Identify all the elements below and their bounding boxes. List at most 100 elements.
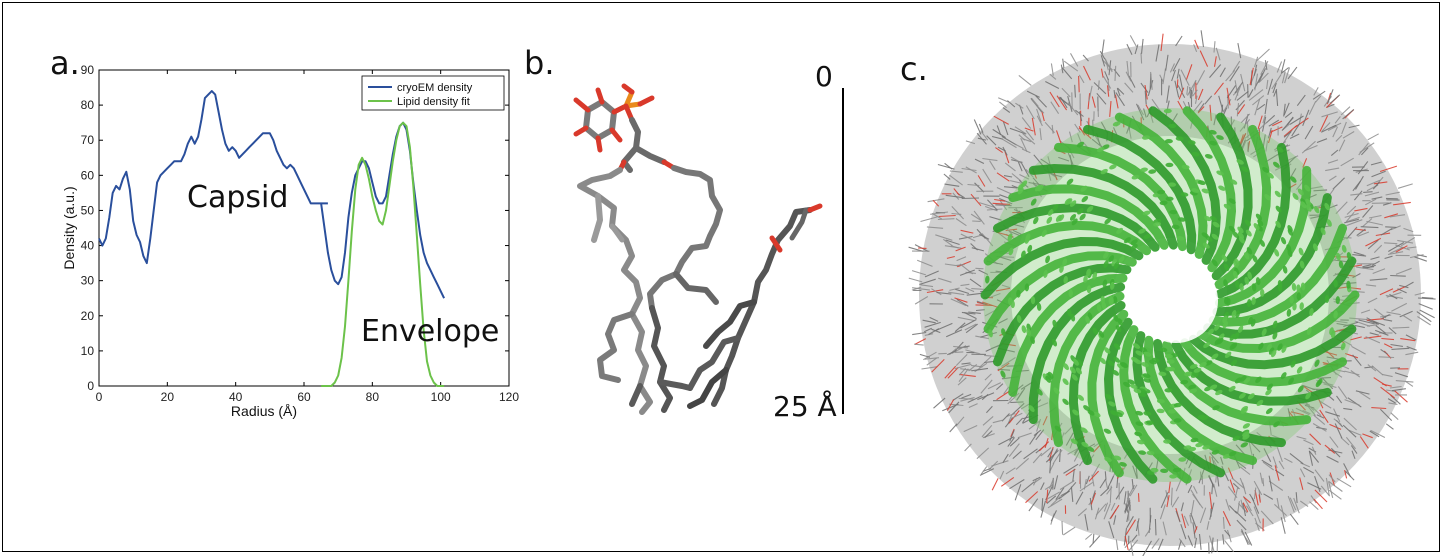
lipid-hydroxyl [573, 125, 589, 137]
lipid-stick [1095, 503, 1107, 516]
lipid-stick [1143, 108, 1147, 118]
lipid-stick [947, 367, 959, 379]
capsid-coil [1228, 198, 1236, 204]
capsid-coil [1274, 249, 1280, 257]
capsid-coil [1252, 255, 1258, 263]
capsid-coil [1168, 123, 1177, 129]
capsid-coil [1277, 343, 1283, 351]
lipid-stick [1112, 127, 1118, 136]
capsid-coil [1046, 216, 1053, 224]
capsid-coil [1076, 141, 1085, 148]
lipid-stick [980, 379, 993, 394]
capsid-coil [1237, 325, 1244, 333]
lipid-stick [1049, 91, 1060, 108]
lipid-stick [1324, 444, 1336, 454]
capsid-coil [1290, 176, 1297, 183]
lipid-stick [1020, 381, 1033, 390]
panel-c-letter: c. [900, 50, 928, 88]
lipid-stick [1091, 138, 1103, 148]
lipid-stick [1397, 183, 1413, 189]
capsid-coil [1168, 409, 1177, 414]
lipid-stick [1394, 372, 1409, 378]
lipid-stick [1310, 495, 1317, 504]
lipid-stick [1058, 156, 1070, 162]
capsid-helix [993, 263, 1132, 367]
capsid-coil [1062, 258, 1068, 267]
lipid-stick [1104, 471, 1107, 480]
lipid-stick [1028, 498, 1039, 512]
lipid-stick [1363, 335, 1382, 339]
lipid-stick [1176, 68, 1180, 79]
capsid-coil [1104, 218, 1112, 225]
lipid-stick [1213, 56, 1217, 67]
lipid-stick [931, 359, 945, 373]
lipid-stick [1113, 90, 1116, 99]
lipid-stick [1350, 193, 1363, 196]
capsid-coil [1300, 282, 1306, 291]
capsid-coil [1150, 467, 1159, 473]
lipid-stick [1237, 501, 1240, 513]
lipid-stick [989, 160, 996, 171]
lipid-bond [649, 305, 673, 413]
capsid-coil [1062, 398, 1069, 405]
lipid-stick [1244, 531, 1253, 546]
capsid-coil [1274, 190, 1282, 198]
lipid-stick [1391, 388, 1406, 392]
lipid-stick [1004, 417, 1014, 428]
lipid-stick [1221, 465, 1230, 482]
lipid-stick [1254, 73, 1259, 91]
lipid-bond [687, 367, 729, 409]
lipid-stick [975, 335, 989, 340]
lipid-stick [1187, 484, 1193, 494]
capsid-coil [1241, 166, 1249, 172]
capsid-coil [1253, 223, 1260, 230]
lipid-stick [1208, 535, 1215, 552]
lipid-stick [1399, 284, 1409, 289]
lipid-stick [1330, 94, 1341, 104]
lipid-stick [1131, 478, 1134, 490]
lipid-stick [1002, 121, 1009, 136]
lipid-stick [1108, 521, 1115, 539]
lipid-stick [1007, 392, 1020, 405]
capsid-coil [1224, 351, 1232, 358]
capsid-helix [1203, 256, 1357, 339]
lipid-stick [1239, 134, 1244, 144]
capsid-coil [1320, 227, 1326, 235]
lipid-stick [1335, 201, 1348, 215]
capsid-coil [1146, 450, 1155, 456]
capsid-coil [1288, 377, 1295, 385]
lipid-stick [1405, 380, 1414, 387]
lipid-stick [1171, 496, 1180, 508]
lipid-stick [1009, 180, 1025, 185]
lipid-stick [979, 202, 996, 208]
capsid-helix [1208, 223, 1347, 327]
lipid-stick [956, 263, 965, 266]
lipid-stick [1017, 160, 1023, 172]
lipid-stick [991, 478, 999, 491]
capsid-coil [1329, 327, 1334, 336]
lipid-stick [1140, 52, 1143, 64]
lipid-stick [1308, 450, 1314, 466]
y-tick-label: 90 [81, 63, 95, 77]
lipid-stick [1372, 181, 1381, 190]
lipid-stick [1266, 79, 1269, 90]
lipid-stick [1039, 128, 1042, 141]
lipid-stick [1313, 414, 1326, 426]
lipid-stick [1140, 82, 1149, 93]
lipid-stick [1185, 64, 1193, 81]
lipid-stick [1302, 109, 1310, 126]
lipid-stick [945, 239, 960, 246]
lipid-bond [673, 271, 719, 305]
lipid-stick [1385, 423, 1394, 430]
capsid-coil [1045, 255, 1050, 264]
lipid-stick [1222, 516, 1225, 529]
lipid-stick [1370, 161, 1382, 166]
capsid-coil [1159, 347, 1168, 353]
capsid-coil [1045, 375, 1052, 383]
lipid-stick [1155, 44, 1160, 62]
lipid-stick [1335, 134, 1343, 142]
lipid-stick [1370, 429, 1386, 438]
lipid-stick [944, 183, 960, 187]
capsid-coil [1289, 295, 1294, 304]
capsid-coil [1110, 281, 1115, 290]
